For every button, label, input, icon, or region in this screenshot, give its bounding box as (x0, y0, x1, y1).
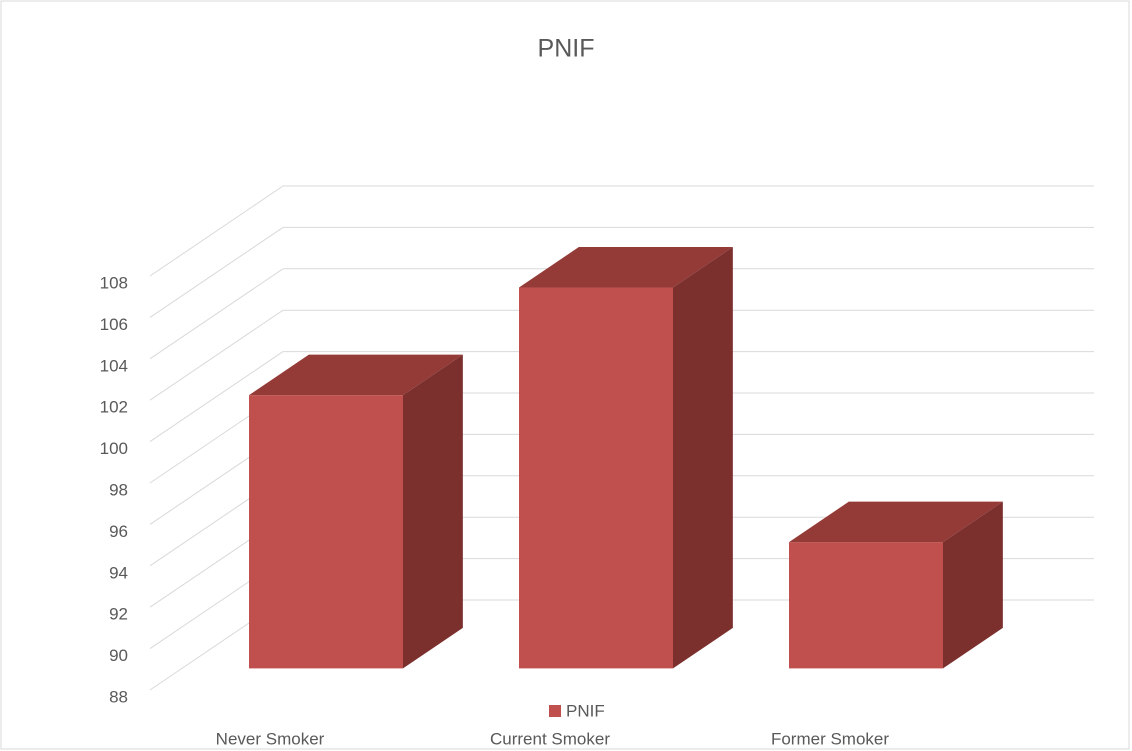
y-tick-label: 100 (100, 439, 128, 458)
grid-line-side (149, 351, 284, 443)
y-tick-label: 90 (109, 646, 128, 665)
x-tick-label: Former Smoker (771, 729, 889, 748)
bar-top (789, 501, 1003, 543)
y-tick-label: 106 (100, 315, 128, 334)
grid-line-side (149, 268, 284, 360)
x-tick-label: Never Smoker (216, 729, 325, 748)
bar-front (789, 542, 943, 669)
bar-side (403, 354, 463, 669)
chart-title: PNIF (538, 35, 595, 63)
grid-line-side (149, 309, 284, 401)
y-tick-label: 92 (109, 605, 128, 624)
y-tick-label: 96 (109, 522, 128, 541)
grid-line-side (149, 185, 284, 277)
bar-front (519, 287, 673, 669)
bar-top (519, 247, 733, 288)
y-tick-label: 94 (109, 563, 128, 582)
bar-side (673, 247, 733, 669)
x-tick-label: Current Smoker (490, 729, 610, 748)
bar-top (249, 354, 463, 396)
y-tick-label: 108 (100, 273, 128, 292)
legend-label: PNIF (566, 701, 605, 720)
y-tick-label: 98 (109, 480, 128, 499)
legend-swatch (549, 705, 561, 717)
grid-line-side (149, 226, 284, 318)
y-tick-label: 88 (109, 687, 128, 706)
bar-front (249, 395, 403, 669)
y-tick-label: 104 (100, 356, 128, 375)
y-tick-label: 102 (100, 398, 128, 417)
bar-side (943, 501, 1003, 669)
